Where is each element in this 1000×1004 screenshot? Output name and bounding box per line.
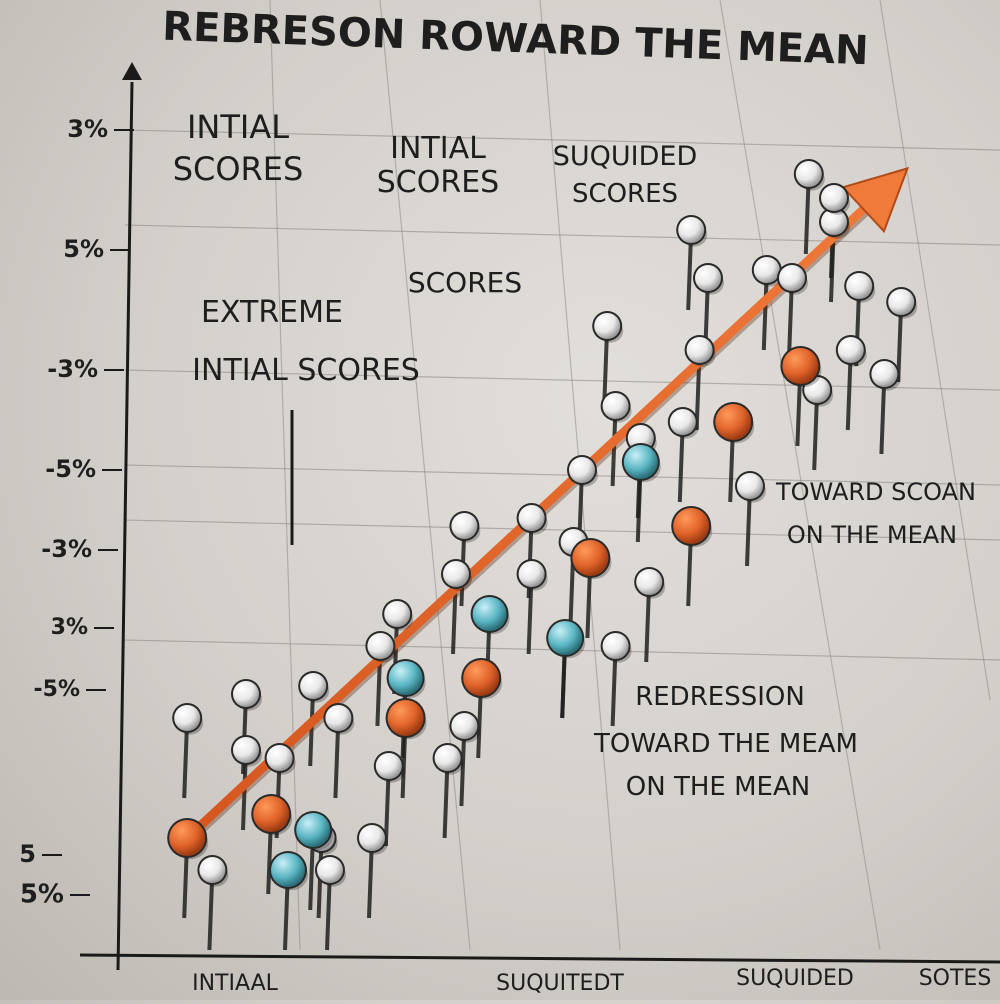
grid-line-v [269, 0, 301, 951]
data-point-white [443, 561, 469, 587]
data-point-orange [782, 348, 819, 384]
grid-line-v [719, 0, 881, 951]
data-point-white [846, 273, 873, 299]
data-point-teal [271, 853, 305, 887]
grid-line-v [879, 0, 991, 701]
y-tick-label: 5 [19, 840, 36, 868]
data-point-white [266, 745, 293, 771]
data-point-white [434, 745, 461, 771]
grid-line-h [124, 519, 1000, 541]
y-axis-arrow-icon [122, 62, 142, 80]
data-point-orange [253, 796, 290, 832]
y-tick-label: -5% [34, 677, 80, 702]
x-tick-label: SOTES [919, 966, 992, 991]
data-point-white [837, 337, 864, 363]
data-point-teal [623, 445, 658, 479]
data-point-white [602, 393, 629, 419]
data-point-white [174, 705, 201, 731]
y-tick-label: 3% [67, 115, 108, 143]
annotation-label: SCORES [408, 266, 522, 299]
data-point-white [753, 257, 780, 283]
data-point-white [451, 513, 478, 539]
data-point-orange [463, 660, 500, 696]
annotation-label: ON THE MEAN [626, 772, 810, 802]
data-point-white [317, 857, 343, 883]
annotation-label: SCORES [572, 179, 678, 209]
y-tick-label: 3% [51, 615, 88, 640]
annotation-label: INTIAL SCORES [192, 353, 420, 388]
data-point-white [888, 289, 915, 315]
data-point-teal [296, 813, 331, 847]
data-point-white [375, 753, 402, 779]
data-point-white [871, 361, 898, 387]
data-point-white [233, 737, 259, 763]
data-point-white [779, 265, 805, 291]
annotation-label: ON THE MEAN [787, 521, 957, 549]
data-point-white [686, 337, 713, 363]
grid-line-h [124, 224, 1000, 246]
y-tick-label: 5% [63, 235, 104, 263]
data-point-teal [388, 661, 423, 695]
data-point-white [199, 857, 226, 883]
data-point-orange [572, 540, 609, 576]
data-point-white [569, 457, 595, 483]
data-point-white [325, 705, 352, 731]
trend-arrow-icon [841, 166, 910, 234]
data-point-white [518, 505, 545, 531]
grid-line-h [124, 369, 1000, 391]
annotation-label: INTIAL [187, 108, 289, 146]
data-point-white [594, 313, 621, 339]
data-point-white [367, 633, 394, 659]
x-tick-label: SUQUITEDT [496, 971, 624, 996]
data-point-white [669, 409, 696, 435]
y-axis-line [116, 81, 134, 971]
data-point-white [821, 185, 847, 211]
data-point-white [795, 161, 822, 187]
data-point-white [451, 713, 478, 739]
data-point-white [359, 825, 385, 851]
y-tick-label: -3% [41, 535, 92, 563]
annotation-label: SUQUIDED [553, 141, 698, 172]
data-point-white [678, 217, 705, 243]
data-point-white [804, 377, 831, 403]
data-point-white [821, 209, 847, 235]
data-point-white [233, 681, 259, 707]
data-point-teal [548, 621, 583, 655]
data-point-teal [472, 597, 507, 631]
x-tick-label: INTIAAL [192, 971, 279, 996]
annotation-label: EXTREME [201, 295, 343, 330]
x-axis-line [79, 953, 1000, 964]
chart-title: REBRESON ROWARD THE MEAN [162, 4, 870, 75]
data-point-white [636, 569, 663, 595]
y-tick-label: 5% [20, 880, 64, 910]
data-point-white [300, 673, 327, 699]
data-point-orange [169, 820, 206, 856]
annotation-label: REDRESSION [635, 682, 805, 712]
data-point-orange [387, 700, 424, 736]
annotation-label: INTIAL [390, 131, 486, 166]
data-point-white [737, 473, 763, 499]
annotation-label: TOWARD THE MEAM [593, 729, 858, 759]
annotation-label: SCORES [173, 150, 304, 188]
data-point-white [602, 633, 629, 659]
annotation-label: TOWARD SCOAN [775, 478, 976, 506]
grid-line-h [124, 464, 1000, 486]
grid-line-v [379, 0, 471, 951]
data-point-orange [715, 404, 752, 440]
data-point-white [695, 265, 721, 291]
data-point-white [518, 561, 545, 587]
x-tick-label: SUQUIDED [736, 966, 854, 991]
annotation-label: SCORES [377, 165, 499, 200]
y-tick-label: -3% [47, 355, 98, 383]
grid-line-h [124, 129, 1000, 151]
data-point-orange [673, 508, 710, 544]
data-point-white [384, 601, 411, 627]
y-tick-label: -5% [45, 455, 96, 483]
